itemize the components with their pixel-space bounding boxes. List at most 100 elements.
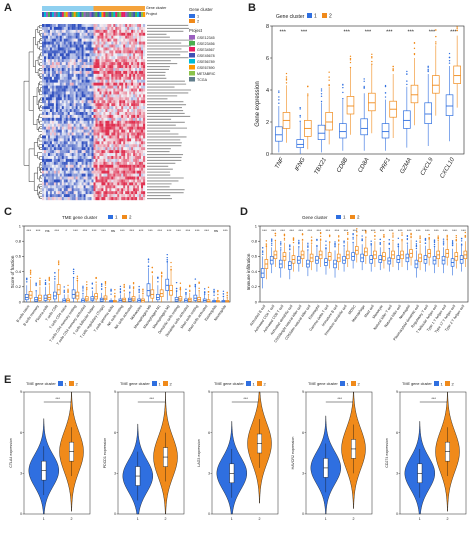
heatmap-cell: [77, 161, 80, 165]
heatmap-cell: [85, 56, 88, 60]
box-outlier: [283, 234, 286, 237]
heatmap-cell: [85, 156, 88, 160]
box-outlier: [352, 233, 354, 235]
heatmap-cell: [95, 85, 98, 89]
heatmap-cell: [99, 56, 102, 60]
heatmap-cell: [111, 65, 114, 69]
heatmap-cell: [127, 194, 130, 198]
panel-d-ylabel: Immune infiltration: [246, 253, 251, 290]
heatmap-cell: [89, 106, 92, 110]
significance-label: ***: [443, 228, 448, 233]
heatmap-cell: [113, 126, 116, 130]
heatmap-cell: [123, 164, 126, 168]
box-outlier: [392, 68, 394, 70]
significance-label: ***: [129, 228, 134, 233]
box-outlier: [455, 235, 457, 237]
heatmap-cell: [105, 112, 108, 116]
heatmap-cell: [43, 65, 47, 69]
heatmap-cell: [107, 129, 110, 133]
heatmap-cell: [135, 97, 138, 101]
heatmap-cell: [121, 106, 124, 110]
violin-significance: ***: [337, 396, 342, 401]
box-outlier: [319, 238, 322, 240]
heatmap-cell: [49, 44, 53, 48]
box-outlier: [433, 241, 436, 244]
significance-label: ***: [167, 228, 172, 233]
heatmap-cell: [73, 35, 76, 39]
heatmap-cell: [107, 47, 110, 51]
box-outlier: [285, 78, 288, 80]
heatmap-cell: [51, 147, 55, 151]
heatmap-cell: [49, 176, 53, 180]
heatmap-cell: [127, 32, 130, 36]
heatmap-cell: [131, 126, 134, 130]
heatmap-cell: [99, 158, 102, 163]
significance-label: ***: [120, 228, 125, 233]
heatmap-cell: [141, 35, 144, 39]
heatmap-cell: [57, 156, 60, 160]
heatmap-cell: [42, 147, 45, 151]
heatmap-cell: [143, 47, 146, 51]
significance-label: ***: [279, 30, 286, 36]
heatmap-cell: [81, 100, 84, 104]
heatmap-cell: [105, 85, 108, 89]
heatmap-cell: [51, 47, 55, 51]
heatmap-cell: [135, 100, 138, 104]
heatmap-cell: [43, 129, 47, 133]
heatmap-cell: [67, 129, 70, 133]
box-outlier: [119, 291, 122, 294]
heatmap-cell: [42, 144, 45, 148]
heatmap-cell: [95, 44, 98, 48]
heatmap-cell: [111, 47, 114, 51]
heatmap-cell: [89, 147, 92, 151]
heatmap-cell: [85, 164, 88, 168]
heatmap-cell: [129, 120, 132, 124]
annot-project-cell: [139, 12, 142, 17]
heatmap-cell: [125, 170, 128, 174]
heatmap-cell: [133, 44, 136, 48]
heatmap-cell: [109, 24, 112, 28]
heatmap-cell: [119, 73, 122, 77]
significance-label: ***: [262, 228, 267, 233]
heatmap-cell: [117, 79, 120, 83]
annot-project-cell: [81, 12, 84, 17]
heatmap-cell: [63, 170, 66, 174]
box-outlier: [406, 242, 409, 244]
heatmap-cell: [109, 182, 112, 186]
box-outlier: [347, 233, 349, 236]
heatmap-cell: [75, 164, 78, 168]
heatmap-cell: [65, 135, 68, 139]
heatmap-cell: [77, 97, 80, 101]
heatmap-cell: [95, 94, 98, 98]
heatmap-cell: [45, 164, 49, 168]
heatmap-cell: [45, 150, 49, 154]
heatmap-cell: [73, 47, 76, 51]
box-outlier: [401, 240, 403, 242]
heatmap-cell: [131, 41, 134, 45]
heatmap-cell: [129, 82, 132, 86]
heatmap-cell: [99, 103, 102, 107]
heatmap-cell: [97, 24, 100, 28]
heatmap-cell: [97, 59, 100, 63]
heatmap-cell: [93, 103, 96, 107]
box-outlier: [427, 68, 429, 71]
box-outlier: [217, 293, 219, 296]
heatmap-cell: [103, 117, 106, 121]
heatmap-cell: [99, 167, 102, 171]
heatmap-cell: [87, 185, 90, 189]
heatmap-cell: [67, 123, 70, 127]
heatmap-cell: [119, 161, 122, 165]
heatmap-cell: [83, 62, 86, 66]
heatmap-cell: [125, 126, 128, 130]
heatmap-cell: [89, 88, 92, 92]
heatmap-cell: [143, 185, 146, 189]
heatmap-cell: [63, 79, 66, 83]
heatmap-cell: [51, 156, 55, 160]
box-outlier: [415, 243, 418, 245]
heatmap-cell: [49, 35, 53, 39]
heatmap-cell: [119, 138, 122, 142]
box-outlier: [179, 282, 182, 284]
heatmap-cell: [135, 129, 138, 133]
heatmap-cell: [67, 135, 70, 139]
heatmap-cell: [79, 141, 82, 145]
